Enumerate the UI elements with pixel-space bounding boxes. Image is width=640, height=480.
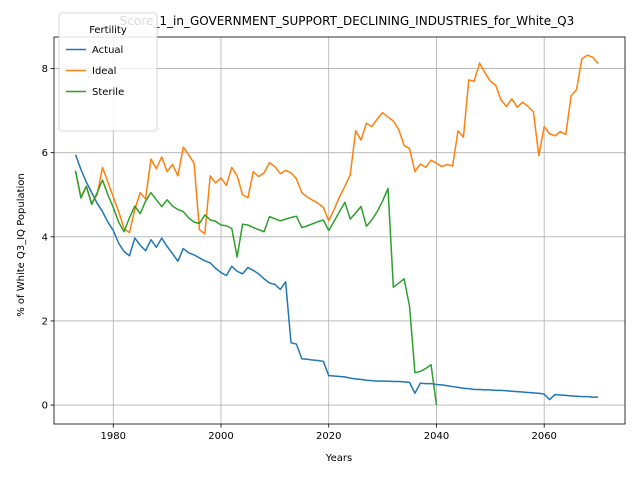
- gridlines: [54, 37, 625, 424]
- legend: Fertility Actual Ideal Sterile: [58, 12, 158, 132]
- y-axis-ticks: 0 2 4 6 8: [42, 64, 54, 412]
- legend-label-actual: Actual: [92, 45, 123, 56]
- y-tick-label: 4: [42, 232, 48, 243]
- x-axis-label: Years: [325, 453, 352, 464]
- y-tick-label: 6: [42, 148, 48, 159]
- y-axis-label: % of White Q3_IQ Population: [16, 173, 27, 317]
- x-tick-label: 2060: [531, 431, 556, 442]
- x-tick-label: 2000: [208, 431, 233, 442]
- x-tick-label: 1980: [101, 431, 126, 442]
- legend-box: [58, 12, 158, 132]
- y-tick-label: 0: [42, 401, 48, 412]
- chart-title: Score_1_in_GOVERNMENT_SUPPORT_DECLINING_…: [120, 14, 574, 28]
- series-line-sterile: [74, 170, 438, 406]
- x-tick-label: 2040: [424, 431, 449, 442]
- legend-label-sterile: Sterile: [92, 87, 124, 98]
- plot-area-frame: [53, 36, 626, 425]
- x-axis-ticks: 1980 2000 2020 2040 2060: [101, 424, 557, 442]
- series-line-ideal: [74, 54, 599, 235]
- series-lines: [74, 54, 599, 406]
- legend-label-ideal: Ideal: [92, 66, 116, 77]
- series-line-actual: [74, 154, 599, 401]
- y-tick-label: 8: [42, 64, 48, 75]
- legend-title: Fertility: [89, 25, 127, 36]
- x-tick-label: 2020: [316, 431, 341, 442]
- y-tick-label: 2: [42, 316, 48, 327]
